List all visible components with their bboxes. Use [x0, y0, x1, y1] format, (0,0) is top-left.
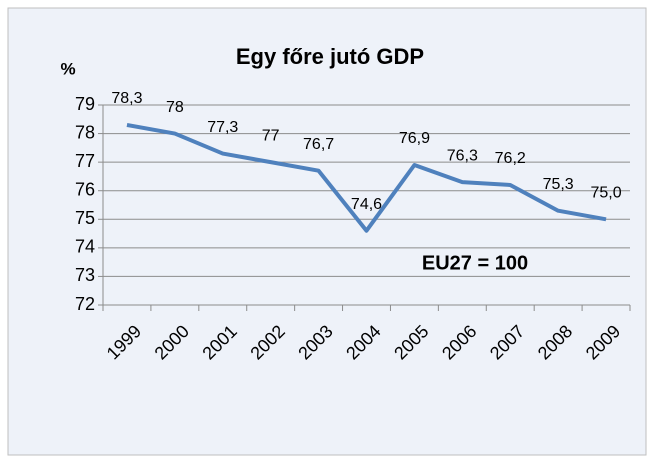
y-tick-label: 74: [75, 237, 95, 257]
y-axis-label: %: [60, 59, 75, 78]
annotation: EU27 = 100: [422, 252, 528, 274]
data-label: 78,3: [111, 90, 142, 107]
data-label: 76,7: [303, 136, 334, 153]
data-label: 74,6: [351, 196, 382, 213]
data-label: 75,3: [543, 176, 574, 193]
y-tick-label: 76: [75, 179, 95, 199]
line-series: [126, 123, 607, 233]
data-label: 78: [166, 99, 184, 116]
data-label: 76,2: [495, 150, 526, 167]
chart-background: [7, 7, 647, 456]
y-tick-label: 78: [75, 122, 95, 142]
y-tick-label: 73: [75, 265, 95, 285]
data-label: 76,9: [399, 130, 430, 147]
data-label: 75,0: [590, 185, 621, 202]
data-label: 77,3: [207, 119, 238, 136]
y-tick-label: 77: [75, 151, 95, 171]
y-tick-label: 72: [75, 294, 95, 314]
y-tick-label: 79: [75, 94, 95, 114]
chart-title: Egy főre jutó GDP: [236, 44, 424, 69]
data-label: 76,3: [447, 147, 478, 164]
y-tick-label: 75: [75, 208, 95, 228]
data-label: 77: [262, 127, 280, 144]
